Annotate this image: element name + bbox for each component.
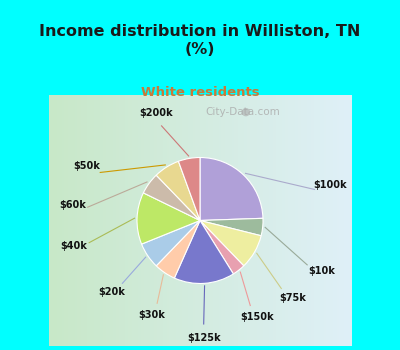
Wedge shape [156, 161, 200, 220]
Text: White residents: White residents [141, 86, 259, 99]
Text: $75k: $75k [279, 293, 306, 303]
Wedge shape [200, 220, 261, 266]
Wedge shape [200, 218, 263, 236]
Text: City-Data.com: City-Data.com [205, 107, 280, 117]
Text: $10k: $10k [308, 266, 335, 276]
Text: $50k: $50k [73, 161, 100, 171]
Text: $100k: $100k [313, 180, 347, 190]
Wedge shape [143, 175, 200, 220]
Wedge shape [200, 158, 263, 220]
Text: ●: ● [241, 107, 250, 117]
Text: Income distribution in Williston, TN
(%): Income distribution in Williston, TN (%) [39, 25, 361, 57]
Text: $150k: $150k [240, 312, 274, 322]
Wedge shape [174, 220, 233, 284]
Wedge shape [200, 220, 244, 274]
Text: $40k: $40k [60, 241, 88, 251]
Wedge shape [156, 220, 200, 278]
Wedge shape [137, 193, 200, 244]
Wedge shape [142, 220, 200, 266]
Wedge shape [178, 158, 200, 220]
Text: $30k: $30k [138, 310, 165, 320]
Text: $20k: $20k [98, 287, 125, 297]
Text: $125k: $125k [187, 333, 221, 343]
Text: $60k: $60k [59, 201, 86, 210]
Text: $200k: $200k [140, 108, 173, 118]
